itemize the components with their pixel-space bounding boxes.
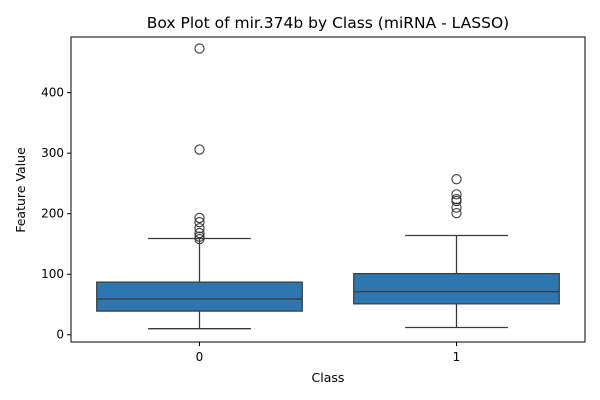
outlier-point xyxy=(194,227,205,239)
x-tick-label: 1 xyxy=(453,350,461,364)
y-tick-label: 200 xyxy=(41,207,64,221)
outlier-point xyxy=(194,217,205,228)
outlier-point xyxy=(194,43,205,54)
y-tick-label: 100 xyxy=(41,267,64,281)
x-tick-label: 0 xyxy=(196,350,204,364)
plot-frame xyxy=(70,36,586,343)
outlier-point xyxy=(451,174,462,185)
y-axis-label: Feature Value xyxy=(13,147,28,233)
outlier-point xyxy=(194,144,205,155)
plot-area xyxy=(96,43,560,330)
y-axis: 0 100 200 300 400 xyxy=(41,86,71,342)
outlier-point xyxy=(451,189,462,200)
outlier-point xyxy=(194,212,205,224)
box-group-class-1 xyxy=(353,174,560,329)
iqr-box xyxy=(353,273,560,305)
x-axis-label: Class xyxy=(312,370,345,385)
y-tick-label: 300 xyxy=(41,146,64,160)
box-group-class-0 xyxy=(96,43,303,330)
chart-title: Box Plot of mir.374b by Class (miRNA - L… xyxy=(147,14,509,32)
iqr-box xyxy=(96,281,303,312)
outlier-point xyxy=(194,233,205,245)
outlier-point xyxy=(451,207,462,219)
y-tick-label: 400 xyxy=(41,86,64,100)
outlier-point xyxy=(194,223,205,234)
y-tick-label: 0 xyxy=(56,328,64,342)
outlier-point xyxy=(451,202,462,213)
outlier-point xyxy=(194,231,205,242)
outlier-point xyxy=(451,195,462,207)
